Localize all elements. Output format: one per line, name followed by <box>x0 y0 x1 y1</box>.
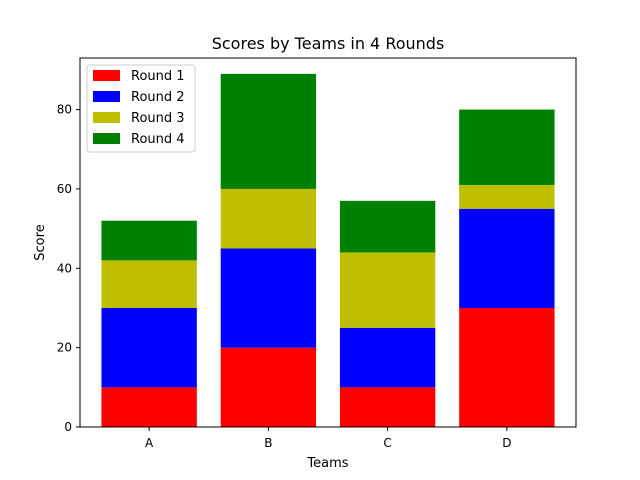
bar-b-round-4 <box>220 73 317 189</box>
plot-frame <box>79 57 577 428</box>
bar-d-round-3 <box>459 184 555 209</box>
x-tick-label: D <box>502 436 511 450</box>
bar-b-round-1 <box>220 347 317 427</box>
bar-c-round-2 <box>339 327 436 388</box>
bar-d-round-1 <box>459 307 555 427</box>
legend-swatch-round-2 <box>93 91 120 102</box>
y-tick-label: 40 <box>57 261 72 275</box>
legend-frame <box>86 64 196 153</box>
y-axis-label: Score <box>33 224 48 260</box>
bar-c-round-3 <box>339 252 436 328</box>
x-tick-label: A <box>145 436 154 450</box>
legend-label-round-4: Round 4 <box>131 132 185 147</box>
y-ticks-group: 0 20 40 60 80 <box>57 103 80 434</box>
bar-a-round-1 <box>101 387 197 427</box>
bar-b-round-2 <box>220 248 317 348</box>
x-tick-label: B <box>264 436 272 450</box>
bar-a-round-3 <box>101 260 197 308</box>
bar-d-round-2 <box>459 208 555 308</box>
bar-b-round-3 <box>220 188 317 249</box>
bar-a-round-4 <box>101 220 197 261</box>
x-tick-label: C <box>383 436 391 450</box>
y-tick-label: 0 <box>64 420 72 434</box>
bars-group <box>101 73 555 427</box>
bar-c-round-1 <box>339 387 436 427</box>
bar-d-round-4 <box>459 109 555 185</box>
bar-c-round-4 <box>339 200 436 253</box>
legend-label-round-3: Round 3 <box>131 111 185 126</box>
x-ticks-group: A B C D <box>145 427 511 450</box>
y-tick-label: 80 <box>57 103 72 117</box>
chart-title: Scores by Teams in 4 Rounds <box>212 34 445 53</box>
bar-a-round-2 <box>101 307 197 388</box>
legend-swatch-round-1 <box>93 70 120 81</box>
legend-label-round-2: Round 2 <box>131 90 185 105</box>
legend: Round 1 Round 2 Round 3 Round 4 <box>86 64 196 153</box>
legend-label-round-1: Round 1 <box>131 69 185 84</box>
y-tick-label: 20 <box>57 341 72 355</box>
y-tick-label: 60 <box>57 182 72 196</box>
x-axis-label: Teams <box>306 456 348 471</box>
legend-swatch-round-4 <box>93 133 120 144</box>
legend-swatch-round-3 <box>93 112 120 123</box>
